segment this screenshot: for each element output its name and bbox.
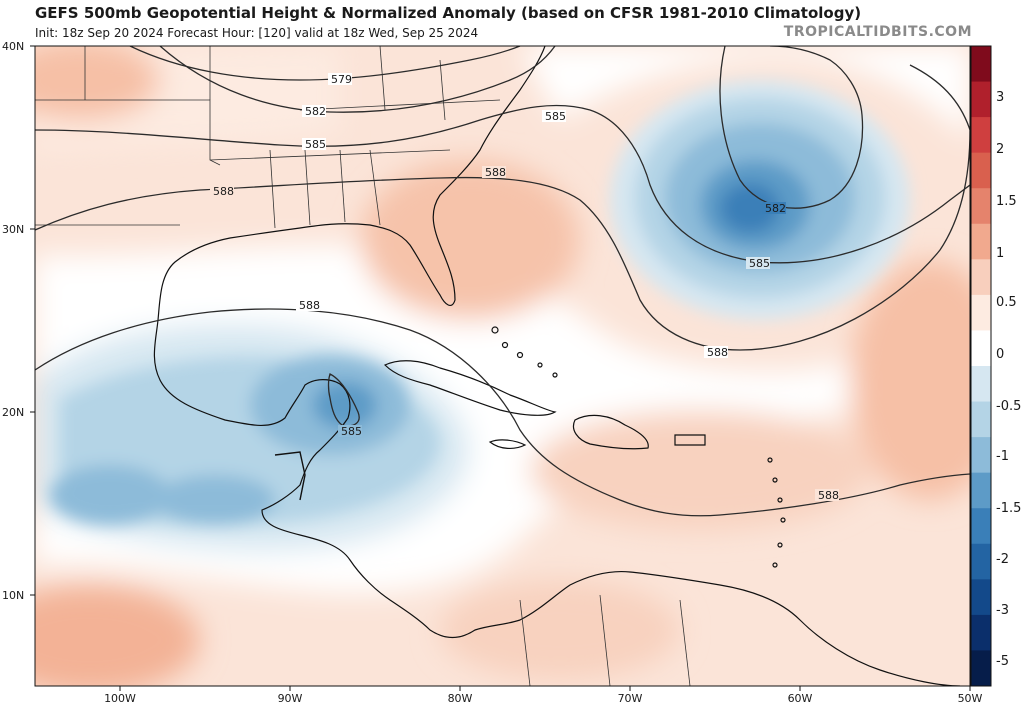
colorbar: [970, 45, 992, 687]
colorbar-swatch: [971, 259, 991, 296]
contour-label: 588: [818, 489, 839, 502]
map-title: GEFS 500mb Geopotential Height & Normali…: [35, 4, 862, 22]
colorbar-label: -1: [996, 449, 1009, 464]
colorbar-labels: 3 2 1.5 1 0.5 0 -0.5 -1 -1.5 -2 -3 -5: [996, 90, 1021, 669]
colorbar-swatch: [971, 223, 991, 260]
contour-labels: 579 582 585 588 588 585 588 582 585 588 …: [210, 73, 839, 502]
contour-label: 588: [707, 346, 728, 359]
map-subtitle: Init: 18z Sep 20 2024 Forecast Hour: [12…: [35, 26, 479, 40]
height-contours: [35, 46, 970, 517]
state-boundaries: [35, 46, 691, 686]
colorbar-swatch: [971, 401, 991, 438]
colorbar-label: 0.5: [996, 295, 1017, 310]
brand-watermark: TROPICALTIDBITS.COM: [783, 24, 972, 40]
lon-label-100w: 100W: [104, 692, 136, 705]
colorbar-label: -5: [996, 654, 1009, 669]
contour-label: 585: [545, 110, 566, 123]
colorbar-label: 1: [996, 246, 1004, 261]
colorbar-swatch: [971, 650, 991, 687]
longitude-axis: 100W 90W 80W 70W 60W 50W: [104, 686, 983, 705]
colorbar-frame: [970, 45, 992, 687]
lat-label-20n: 20N: [2, 406, 24, 419]
colorbar-swatch: [971, 614, 991, 651]
colorbar-swatch: [971, 472, 991, 509]
contour-label: 582: [305, 105, 326, 118]
lon-label-70w: 70W: [618, 692, 643, 705]
colorbar-label: 3: [996, 90, 1004, 105]
map-frame: [34, 45, 971, 687]
colorbar-swatch: [971, 330, 991, 367]
colorbar-swatch: [971, 294, 991, 331]
lon-label-80w: 80W: [448, 692, 473, 705]
colorbar-swatch: [971, 188, 991, 225]
colorbar-swatch: [971, 579, 991, 616]
colorbar-label: -2: [996, 552, 1009, 567]
colorbar-label: -3: [996, 603, 1009, 618]
contour-label: 582: [765, 202, 786, 215]
latitude-axis: 40N 30N 20N 10N: [2, 40, 35, 602]
colorbar-swatch: [971, 117, 991, 154]
lon-label-50w: 50W: [958, 692, 983, 705]
colorbar-label: 1.5: [996, 194, 1017, 209]
colorbar-swatch: [971, 543, 991, 580]
colorbar-swatch: [971, 437, 991, 474]
lon-label-90w: 90W: [278, 692, 303, 705]
contour-label: 585: [341, 425, 362, 438]
contour-label: 588: [485, 166, 506, 179]
lat-label-10n: 10N: [2, 589, 24, 602]
colorbar-swatch: [971, 366, 991, 403]
colorbar-swatch: [971, 46, 991, 83]
contour-label: 588: [213, 185, 234, 198]
colorbar-label: 0: [996, 347, 1004, 362]
anomaly-shading: [35, 46, 970, 686]
lon-label-60w: 60W: [788, 692, 813, 705]
colorbar-swatch: [971, 81, 991, 118]
colorbar-label: -0.5: [996, 399, 1021, 414]
contour-label: 588: [299, 299, 320, 312]
contour-label: 579: [331, 73, 352, 86]
contour-label: 585: [749, 257, 770, 270]
colorbar-swatch: [971, 152, 991, 189]
colorbar-label: -1.5: [996, 501, 1021, 516]
coastlines: [153, 46, 961, 686]
lat-label-40n: 40N: [2, 40, 24, 53]
colorbar-swatch: [971, 508, 991, 545]
contour-label: 585: [305, 138, 326, 151]
lat-label-30n: 30N: [2, 223, 24, 236]
colorbar-label: 2: [996, 142, 1004, 157]
